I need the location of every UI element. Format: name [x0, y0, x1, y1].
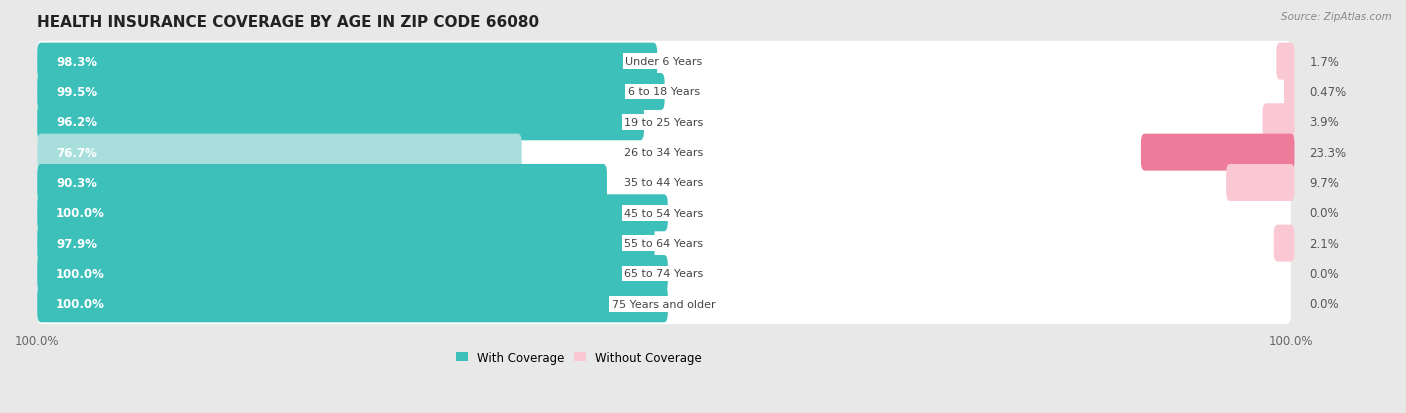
- Text: 100.0%: 100.0%: [56, 298, 105, 311]
- FancyBboxPatch shape: [1140, 134, 1295, 171]
- FancyBboxPatch shape: [37, 163, 1291, 203]
- FancyBboxPatch shape: [37, 104, 644, 141]
- Text: 100.0%: 100.0%: [56, 267, 105, 280]
- FancyBboxPatch shape: [37, 225, 655, 262]
- FancyBboxPatch shape: [37, 284, 1291, 324]
- FancyBboxPatch shape: [37, 254, 1291, 294]
- Text: 26 to 34 Years: 26 to 34 Years: [624, 148, 703, 158]
- FancyBboxPatch shape: [37, 134, 522, 171]
- Text: 23.3%: 23.3%: [1309, 146, 1347, 159]
- FancyBboxPatch shape: [1263, 104, 1295, 141]
- Text: HEALTH INSURANCE COVERAGE BY AGE IN ZIP CODE 66080: HEALTH INSURANCE COVERAGE BY AGE IN ZIP …: [37, 15, 540, 30]
- Text: 75 Years and older: 75 Years and older: [612, 299, 716, 309]
- Text: 19 to 25 Years: 19 to 25 Years: [624, 118, 703, 128]
- Legend: With Coverage, Without Coverage: With Coverage, Without Coverage: [451, 346, 706, 368]
- Text: 100.0%: 100.0%: [56, 207, 105, 220]
- Text: 0.47%: 0.47%: [1309, 86, 1347, 99]
- FancyBboxPatch shape: [37, 133, 1291, 173]
- Text: 0.0%: 0.0%: [1309, 298, 1339, 311]
- FancyBboxPatch shape: [1274, 225, 1295, 262]
- Text: 76.7%: 76.7%: [56, 146, 97, 159]
- Text: 2.1%: 2.1%: [1309, 237, 1340, 250]
- FancyBboxPatch shape: [37, 102, 1291, 143]
- Text: 1.7%: 1.7%: [1309, 55, 1340, 69]
- Text: 65 to 74 Years: 65 to 74 Years: [624, 269, 703, 279]
- Text: 99.5%: 99.5%: [56, 86, 97, 99]
- Text: 0.0%: 0.0%: [1309, 207, 1339, 220]
- FancyBboxPatch shape: [37, 164, 607, 202]
- Text: 55 to 64 Years: 55 to 64 Years: [624, 239, 703, 249]
- Text: 96.2%: 96.2%: [56, 116, 97, 129]
- FancyBboxPatch shape: [37, 193, 1291, 233]
- FancyBboxPatch shape: [37, 72, 1291, 112]
- Text: 97.9%: 97.9%: [56, 237, 97, 250]
- FancyBboxPatch shape: [37, 195, 668, 232]
- Text: 3.9%: 3.9%: [1309, 116, 1340, 129]
- Text: 90.3%: 90.3%: [56, 176, 97, 190]
- Text: Source: ZipAtlas.com: Source: ZipAtlas.com: [1281, 12, 1392, 22]
- Text: Under 6 Years: Under 6 Years: [626, 57, 703, 67]
- FancyBboxPatch shape: [37, 223, 1291, 264]
- FancyBboxPatch shape: [1277, 43, 1295, 81]
- FancyBboxPatch shape: [37, 255, 668, 292]
- Text: 45 to 54 Years: 45 to 54 Years: [624, 208, 703, 218]
- FancyBboxPatch shape: [37, 43, 657, 81]
- FancyBboxPatch shape: [1226, 164, 1295, 202]
- FancyBboxPatch shape: [37, 42, 1291, 82]
- Text: 9.7%: 9.7%: [1309, 176, 1340, 190]
- Text: 6 to 18 Years: 6 to 18 Years: [628, 87, 700, 97]
- Text: 0.0%: 0.0%: [1309, 267, 1339, 280]
- Text: 98.3%: 98.3%: [56, 55, 97, 69]
- FancyBboxPatch shape: [37, 286, 668, 323]
- FancyBboxPatch shape: [1284, 74, 1295, 111]
- Text: 35 to 44 Years: 35 to 44 Years: [624, 178, 703, 188]
- FancyBboxPatch shape: [37, 74, 665, 111]
